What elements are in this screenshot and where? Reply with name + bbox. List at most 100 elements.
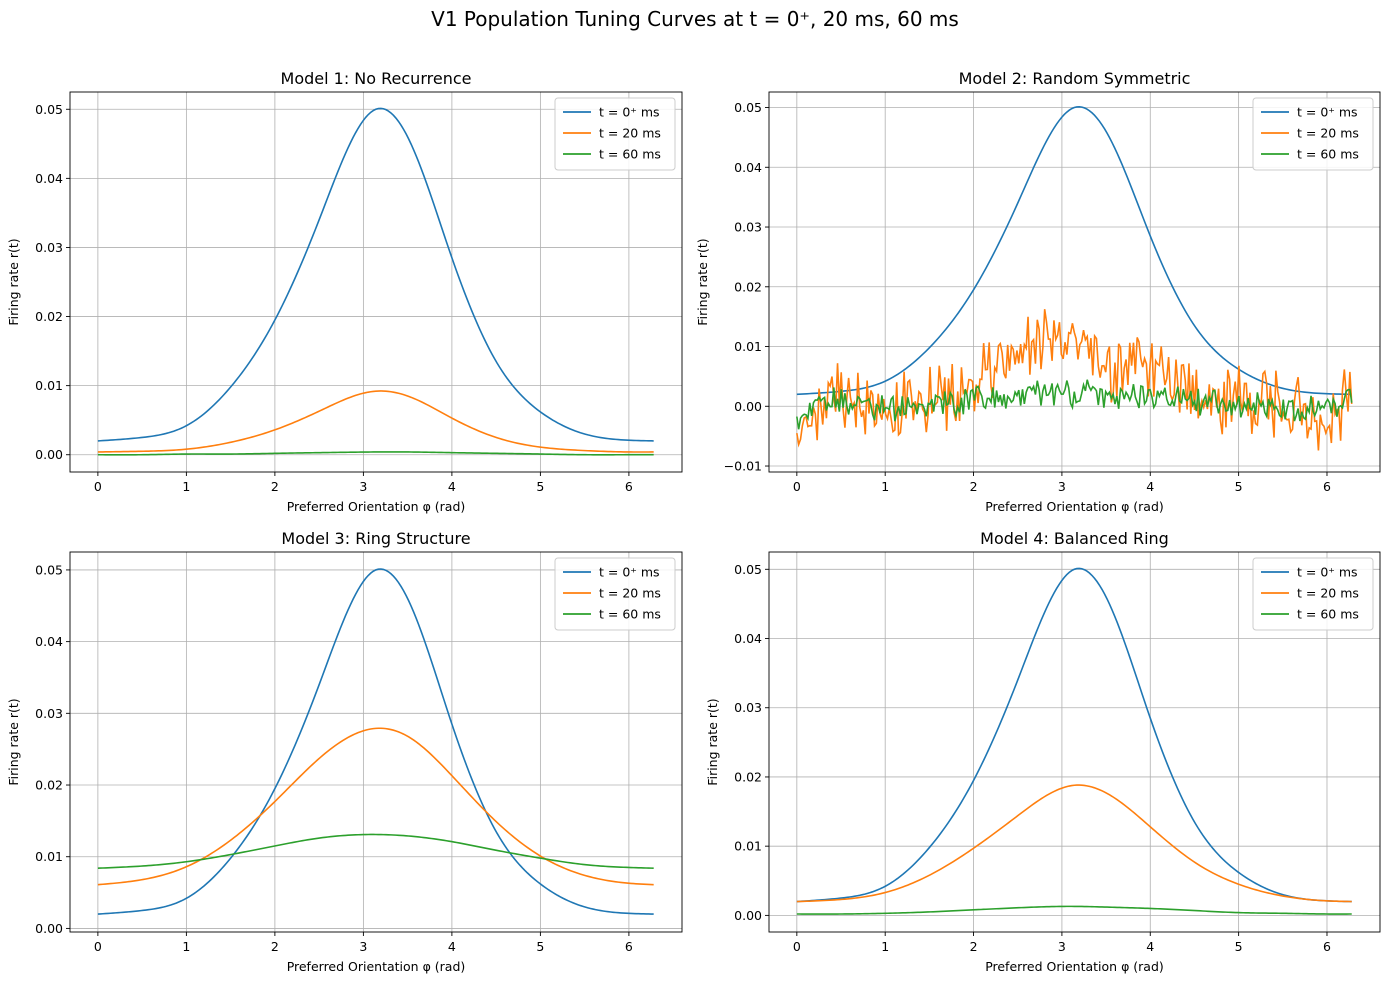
y-tick-label: 0.03: [35, 240, 63, 255]
legend: t = 0⁺ ms t = 20 ms t = 60 ms: [554, 557, 676, 631]
y-tick-label: 0.02: [734, 769, 762, 784]
panel-model-2: 0 1 2 3 4 5 6 −0.01 0.00 0.01 0.02 0.03 0.04 0.05 Mode…: [695, 69, 1381, 514]
y-tick-label: 0.05: [734, 100, 762, 115]
y-tick-label: 0.04: [734, 631, 762, 646]
x-tick-label: 5: [536, 939, 544, 954]
y-axis-label: Firing rate r(t): [695, 238, 710, 325]
legend-label-t0: t = 0⁺ ms: [599, 105, 660, 120]
x-tick-label: 2: [970, 479, 978, 494]
series-line-t60: [97, 833, 654, 869]
y-axis-label: Firing rate r(t): [705, 698, 720, 785]
x-axis-label: Preferred Orientation φ (rad): [287, 959, 466, 974]
legend-label-t20: t = 20 ms: [1297, 586, 1359, 601]
series-line-t60: [796, 379, 1353, 430]
legend-label-t60: t = 60 ms: [599, 147, 661, 162]
y-tick-label: 0.04: [734, 160, 762, 175]
x-tick-label: 1: [881, 479, 889, 494]
x-axis-label: Preferred Orientation φ (rad): [287, 499, 466, 514]
y-tick-label: 0.05: [35, 562, 63, 577]
legend: t = 0⁺ ms t = 20 ms t = 60 ms: [554, 97, 676, 171]
series-line-t0: [97, 107, 654, 442]
x-tick-label: 3: [1058, 939, 1066, 954]
panel-title: Model 2: Random Symmetric: [959, 69, 1191, 88]
y-tick-label: 0.03: [35, 706, 63, 721]
legend-label-t20: t = 20 ms: [599, 126, 661, 141]
x-tick-label: 6: [1323, 479, 1331, 494]
y-tick-label: 0.00: [734, 908, 762, 923]
legend-label-t60: t = 60 ms: [1297, 147, 1359, 162]
series-line-t20: [97, 727, 654, 886]
axes-frame: [69, 91, 683, 473]
panel-model-4: 0 1 2 3 4 5 6 0.00 0.01 0.02 0.03 0.04 0.05 Model 4: …: [705, 529, 1381, 974]
y-tick-label: 0.05: [35, 102, 63, 117]
x-tick-label: 2: [970, 939, 978, 954]
figure-suptitle: V1 Population Tuning Curves at t = 0⁺, 2…: [431, 7, 959, 31]
legend-label-t0: t = 0⁺ ms: [1297, 105, 1358, 120]
legend-box: [1252, 557, 1374, 631]
series-line-t20: [796, 784, 1352, 903]
x-tick-label: 3: [359, 479, 367, 494]
x-tick-label: 5: [1235, 479, 1243, 494]
y-tick-label: 0.01: [35, 378, 63, 393]
x-axis-label: Preferred Orientation φ (rad): [985, 959, 1164, 974]
y-tick-label: 0.02: [35, 778, 63, 793]
legend-box: [554, 557, 676, 631]
axes-frame: [768, 551, 1381, 933]
legend-label-t0: t = 0⁺ ms: [1297, 565, 1358, 580]
x-tick-label: 2: [271, 479, 279, 494]
y-tick-label: 0.00: [35, 921, 63, 936]
x-tick-label: 2: [271, 939, 279, 954]
x-tick-label: 1: [881, 939, 889, 954]
x-axis-label: Preferred Orientation φ (rad): [985, 499, 1164, 514]
panel-title: Model 4: Balanced Ring: [980, 529, 1169, 548]
y-tick-label: 0.03: [734, 700, 762, 715]
x-tick-label: 3: [1058, 479, 1066, 494]
y-tick-label: 0.01: [734, 339, 762, 354]
legend-label-t20: t = 20 ms: [1297, 126, 1359, 141]
x-tick-label: 1: [182, 939, 190, 954]
y-tick-label: 0.01: [35, 849, 63, 864]
series-line-t60: [97, 451, 654, 456]
y-tick-label: 0.01: [734, 839, 762, 854]
y-tick-label: 0.03: [734, 220, 762, 235]
y-tick-label: 0.04: [35, 634, 63, 649]
x-tick-label: 4: [1146, 479, 1154, 494]
x-tick-label: 4: [448, 479, 456, 494]
x-tick-label: 0: [94, 479, 102, 494]
x-tick-label: 0: [793, 939, 801, 954]
y-tick-label: 0.00: [35, 447, 63, 462]
legend-label-t60: t = 60 ms: [599, 607, 661, 622]
legend: t = 0⁺ ms t = 20 ms t = 60 ms: [1252, 557, 1374, 631]
x-tick-label: 5: [1235, 939, 1243, 954]
y-tick-label: 0.02: [734, 279, 762, 294]
legend-label-t0: t = 0⁺ ms: [599, 565, 660, 580]
x-tick-label: 0: [94, 939, 102, 954]
x-tick-label: 3: [359, 939, 367, 954]
x-tick-label: 4: [448, 939, 456, 954]
x-tick-label: 6: [1323, 939, 1331, 954]
legend-box: [1252, 97, 1374, 171]
panel-title: Model 3: Ring Structure: [281, 529, 470, 548]
series-line-t20: [97, 390, 654, 453]
x-tick-label: 6: [625, 939, 633, 954]
series-line-t0: [97, 568, 654, 915]
panel-model-3: 0 1 2 3 4 5 6 0.00 0.01 0.02 0.03 0.04 0.05 Model 3: …: [6, 529, 683, 974]
y-tick-label: 0.00: [734, 399, 762, 414]
panel-model-1: 0 1 2 3 4 5 6 0.00 0.01 0.02 0.03 0.04 0.05 Model 1: …: [6, 69, 683, 514]
x-tick-label: 6: [625, 479, 633, 494]
x-tick-label: 4: [1146, 939, 1154, 954]
y-axis-label: Firing rate r(t): [6, 238, 21, 325]
series-line-t60: [796, 905, 1352, 915]
x-tick-label: 1: [182, 479, 190, 494]
y-tick-label: 0.02: [35, 309, 63, 324]
series-line-t0: [796, 105, 1352, 396]
legend-label-t60: t = 60 ms: [1297, 607, 1359, 622]
y-tick-label: 0.05: [734, 562, 762, 577]
legend: t = 0⁺ ms t = 20 ms t = 60 ms: [1252, 97, 1374, 171]
panel-title: Model 1: No Recurrence: [281, 69, 472, 88]
y-tick-label: 0.04: [35, 171, 63, 186]
axes-frame: [768, 91, 1381, 473]
x-tick-label: 5: [536, 479, 544, 494]
y-tick-label: −0.01: [724, 459, 762, 474]
